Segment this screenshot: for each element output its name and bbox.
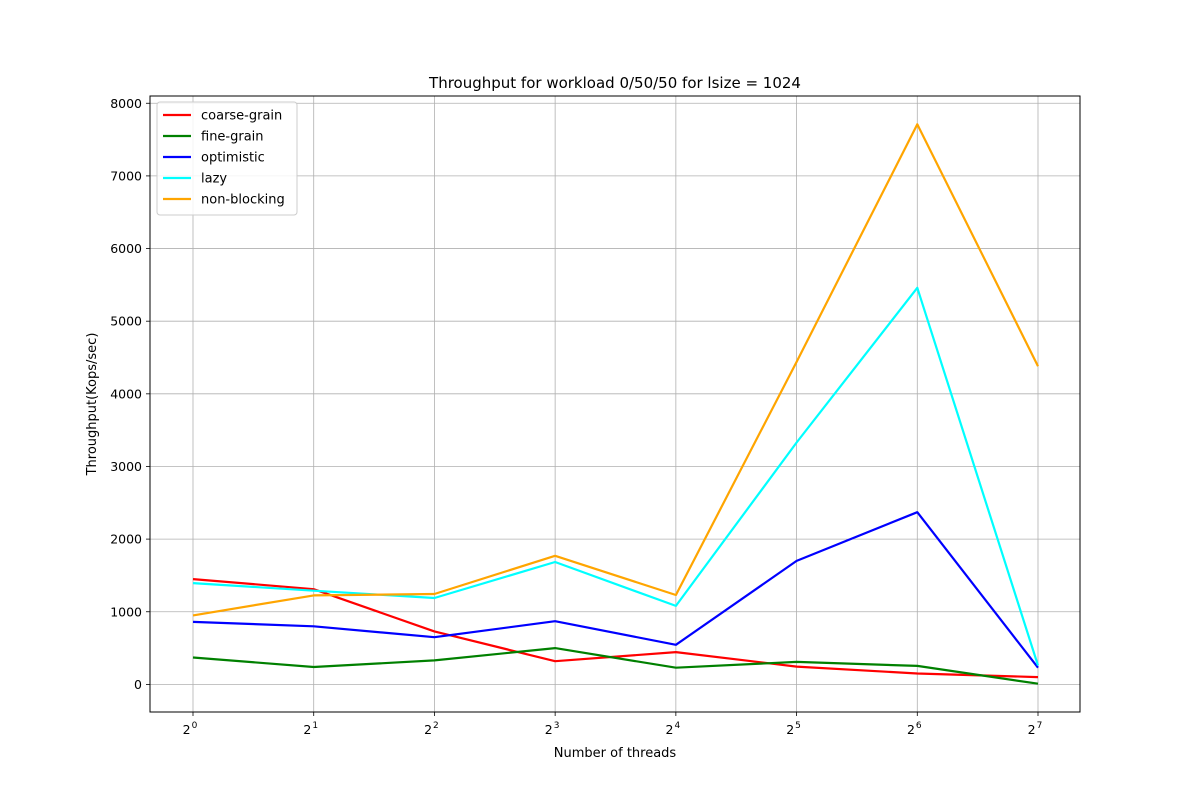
y-tick-label: 5000 bbox=[110, 314, 142, 329]
x-tick-label: 21 bbox=[303, 721, 318, 737]
legend-label-optimistic: optimistic bbox=[201, 151, 265, 166]
y-tick-label: 0 bbox=[134, 677, 142, 692]
x-tick-label: 23 bbox=[545, 721, 560, 737]
y-tick-label: 6000 bbox=[110, 241, 142, 256]
y-tick-label: 7000 bbox=[110, 168, 142, 183]
x-tick-label: 22 bbox=[424, 721, 439, 737]
legend: coarse-grain fine-grain optimistic lazy non-… bbox=[156, 101, 298, 216]
y-tick-label: 1000 bbox=[110, 604, 142, 619]
legend-label-non-blocking: non-blocking bbox=[201, 193, 285, 208]
legend-label-lazy: lazy bbox=[201, 172, 227, 187]
x-tick-label: 20 bbox=[183, 721, 198, 737]
series-line-non-blocking bbox=[192, 123, 1039, 617]
legend-label-coarse-grain: coarse-grain bbox=[201, 109, 282, 124]
series-line-fine-grain bbox=[192, 646, 1039, 685]
legend-box bbox=[156, 101, 298, 216]
series-line-lazy bbox=[192, 286, 1040, 666]
chart-title: Throughput for workload 0/50/50 for lsiz… bbox=[428, 74, 801, 92]
series-lines bbox=[192, 123, 1040, 685]
grid bbox=[150, 96, 1080, 712]
y-axis-label: Throughput(Kops/sec) bbox=[85, 333, 100, 477]
y-tick-label: 4000 bbox=[110, 386, 142, 401]
x-tick-label: 25 bbox=[786, 721, 801, 737]
axis-ticks: 20 21 22 23 24 25 26 27 0 1000 2000 3000 4000 5000 600… bbox=[110, 96, 1042, 737]
y-tick-label: 3000 bbox=[110, 459, 142, 474]
x-tick-label: 26 bbox=[907, 721, 922, 737]
x-tick-label: 24 bbox=[666, 721, 681, 737]
x-axis-label: Number of threads bbox=[554, 746, 677, 761]
legend-label-fine-grain: fine-grain bbox=[201, 130, 264, 145]
x-tick-label: 27 bbox=[1028, 721, 1043, 737]
plot-frame bbox=[149, 95, 1081, 713]
y-tick-label: 8000 bbox=[110, 96, 142, 111]
y-tick-label: 2000 bbox=[110, 532, 142, 547]
series-line-optimistic bbox=[192, 511, 1039, 669]
